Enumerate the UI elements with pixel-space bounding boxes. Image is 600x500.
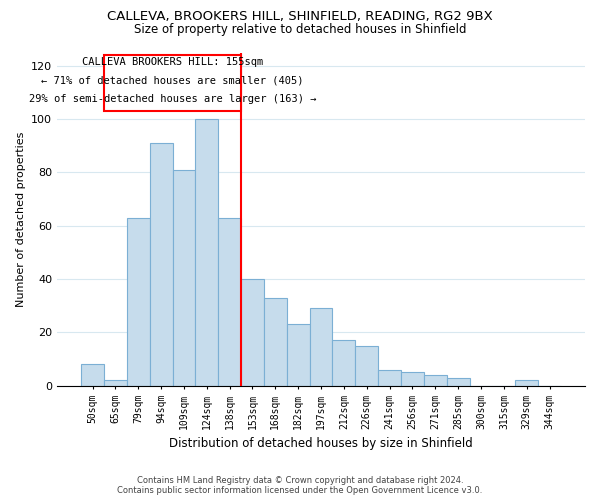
Bar — [104, 380, 127, 386]
Text: ← 71% of detached houses are smaller (405): ← 71% of detached houses are smaller (40… — [41, 76, 304, 86]
Bar — [355, 346, 378, 386]
Bar — [173, 170, 196, 386]
Bar — [424, 375, 447, 386]
Bar — [81, 364, 104, 386]
Bar — [127, 218, 149, 386]
X-axis label: Distribution of detached houses by size in Shinfield: Distribution of detached houses by size … — [169, 437, 473, 450]
Bar — [149, 143, 173, 386]
Bar — [287, 324, 310, 386]
Bar — [515, 380, 538, 386]
Text: Size of property relative to detached houses in Shinfield: Size of property relative to detached ho… — [134, 22, 466, 36]
Bar — [332, 340, 355, 386]
Bar — [447, 378, 470, 386]
Bar — [378, 370, 401, 386]
Bar — [401, 372, 424, 386]
Text: Contains HM Land Registry data © Crown copyright and database right 2024.
Contai: Contains HM Land Registry data © Crown c… — [118, 476, 482, 495]
Y-axis label: Number of detached properties: Number of detached properties — [16, 132, 26, 307]
Bar — [196, 119, 218, 386]
Text: CALLEVA, BROOKERS HILL, SHINFIELD, READING, RG2 9BX: CALLEVA, BROOKERS HILL, SHINFIELD, READI… — [107, 10, 493, 23]
Text: CALLEVA BROOKERS HILL: 155sqm: CALLEVA BROOKERS HILL: 155sqm — [82, 57, 263, 67]
Bar — [310, 308, 332, 386]
Bar — [264, 298, 287, 386]
Bar — [218, 218, 241, 386]
Bar — [104, 55, 241, 111]
Text: 29% of semi-detached houses are larger (163) →: 29% of semi-detached houses are larger (… — [29, 94, 316, 104]
Bar — [241, 279, 264, 386]
